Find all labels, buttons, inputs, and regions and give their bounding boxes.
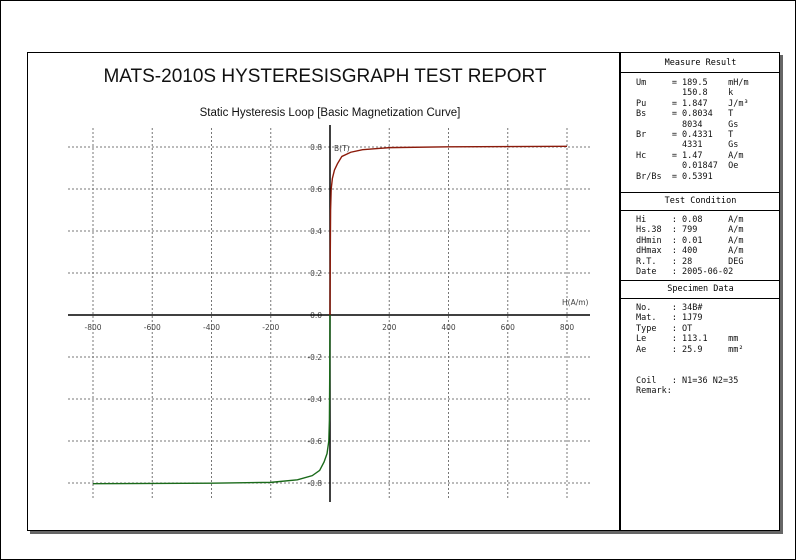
test-condition-line: dHmax : 400 A/m [636, 246, 744, 257]
y-axis-label: B(T) [334, 144, 350, 153]
specimen-data-header: Specimen Data [667, 284, 734, 294]
y-tick-label: -0.6 [307, 437, 322, 446]
y-tick-label: -0.4 [307, 395, 322, 404]
specimen-data-line: Ae : 25.9 mm² [636, 344, 744, 355]
measure-result-list: Um = 189.5 mH/m 150.8 k Pu = 1.847 J/m³ Bs… [636, 78, 749, 182]
specimen-data-line: Coil : N1=36 N2=35 [636, 375, 739, 386]
x-tick-label: 600 [501, 323, 516, 332]
specimen-data-line: Type : OT [636, 323, 693, 334]
x-tick-label: -800 [84, 323, 101, 332]
report-title: MATS-2010S HYSTERESISGRAPH TEST REPORT [103, 66, 547, 87]
x-tick-label: -200 [262, 323, 279, 332]
x-tick-label: 200 [382, 323, 397, 332]
specimen-data-line: No. : 34B# [636, 303, 703, 313]
specimen-data-line: Le : 113.1 mm [636, 334, 739, 345]
x-axis-label: H(A/m) [562, 298, 589, 307]
specimen-data-line [636, 365, 743, 375]
y-tick-label: -0.8 [307, 479, 322, 488]
measure-result-header: Measure Result [664, 58, 737, 68]
test-condition-list: Hi : 0.08 A/m Hs.38 : 799 A/m dHmin : 0.01… [636, 215, 743, 277]
measure-result-line: 0.01847 Oe [636, 161, 739, 172]
specimen-data-line [636, 355, 743, 365]
y-tick-label: 0.2 [310, 269, 322, 278]
y-tick-label: 0.4 [310, 227, 322, 236]
measure-result-line: Br = 0.4331 T [636, 129, 734, 140]
test-condition-header: Test Condition [664, 196, 737, 206]
curve-series-2 [92, 314, 331, 485]
measure-result-line: Hc = 1.47 A/m [636, 150, 744, 161]
test-condition-line: Hs.38 : 799 A/m [636, 225, 744, 236]
y-tick-label: 0.8 [310, 143, 322, 152]
y-tick-label: -0.2 [307, 353, 322, 362]
test-condition-line: R.T. : 28 DEG [636, 256, 744, 267]
measure-result-line: Pu = 1.847 J/m³ [636, 98, 749, 109]
specimen-data-line: Mat. : 1J79 [636, 313, 703, 324]
specimen-data-list: No. : 34B# Mat. : 1J79 Type : OT Le : 113.1… [636, 303, 743, 397]
results-panel: Measure Result Um = 189.5 mH/m 150.8 k Pu… [619, 52, 780, 531]
measure-result-line: Br/Bs = 0.5391 [636, 171, 713, 182]
test-condition-line: Date : 2005-06-02 [636, 266, 734, 277]
measure-result-line: 150.8 k [636, 88, 734, 99]
measure-result-line: Um = 189.5 mH/m [636, 78, 749, 88]
specimen-data-line: Remark: [636, 386, 672, 397]
y-tick-label: 0.6 [310, 185, 322, 194]
measure-result-line: 4331 Gs [636, 140, 739, 151]
x-tick-label: 800 [560, 323, 575, 332]
report-frame [27, 52, 780, 531]
measure-result-line: 8034 Gs [636, 119, 739, 130]
x-tick-label: 400 [441, 323, 456, 332]
x-tick-label: -400 [203, 323, 220, 332]
test-condition-line: Hi : 0.08 A/m [636, 215, 744, 225]
curve-series-1 [329, 145, 568, 316]
chart-subtitle: Static Hysteresis Loop [Basic Magnetizat… [199, 107, 461, 119]
test-condition-line: dHmin : 0.01 A/m [636, 235, 744, 246]
x-tick-label: -600 [144, 323, 161, 332]
measure-result-line: Bs = 0.8034 T [636, 109, 734, 120]
